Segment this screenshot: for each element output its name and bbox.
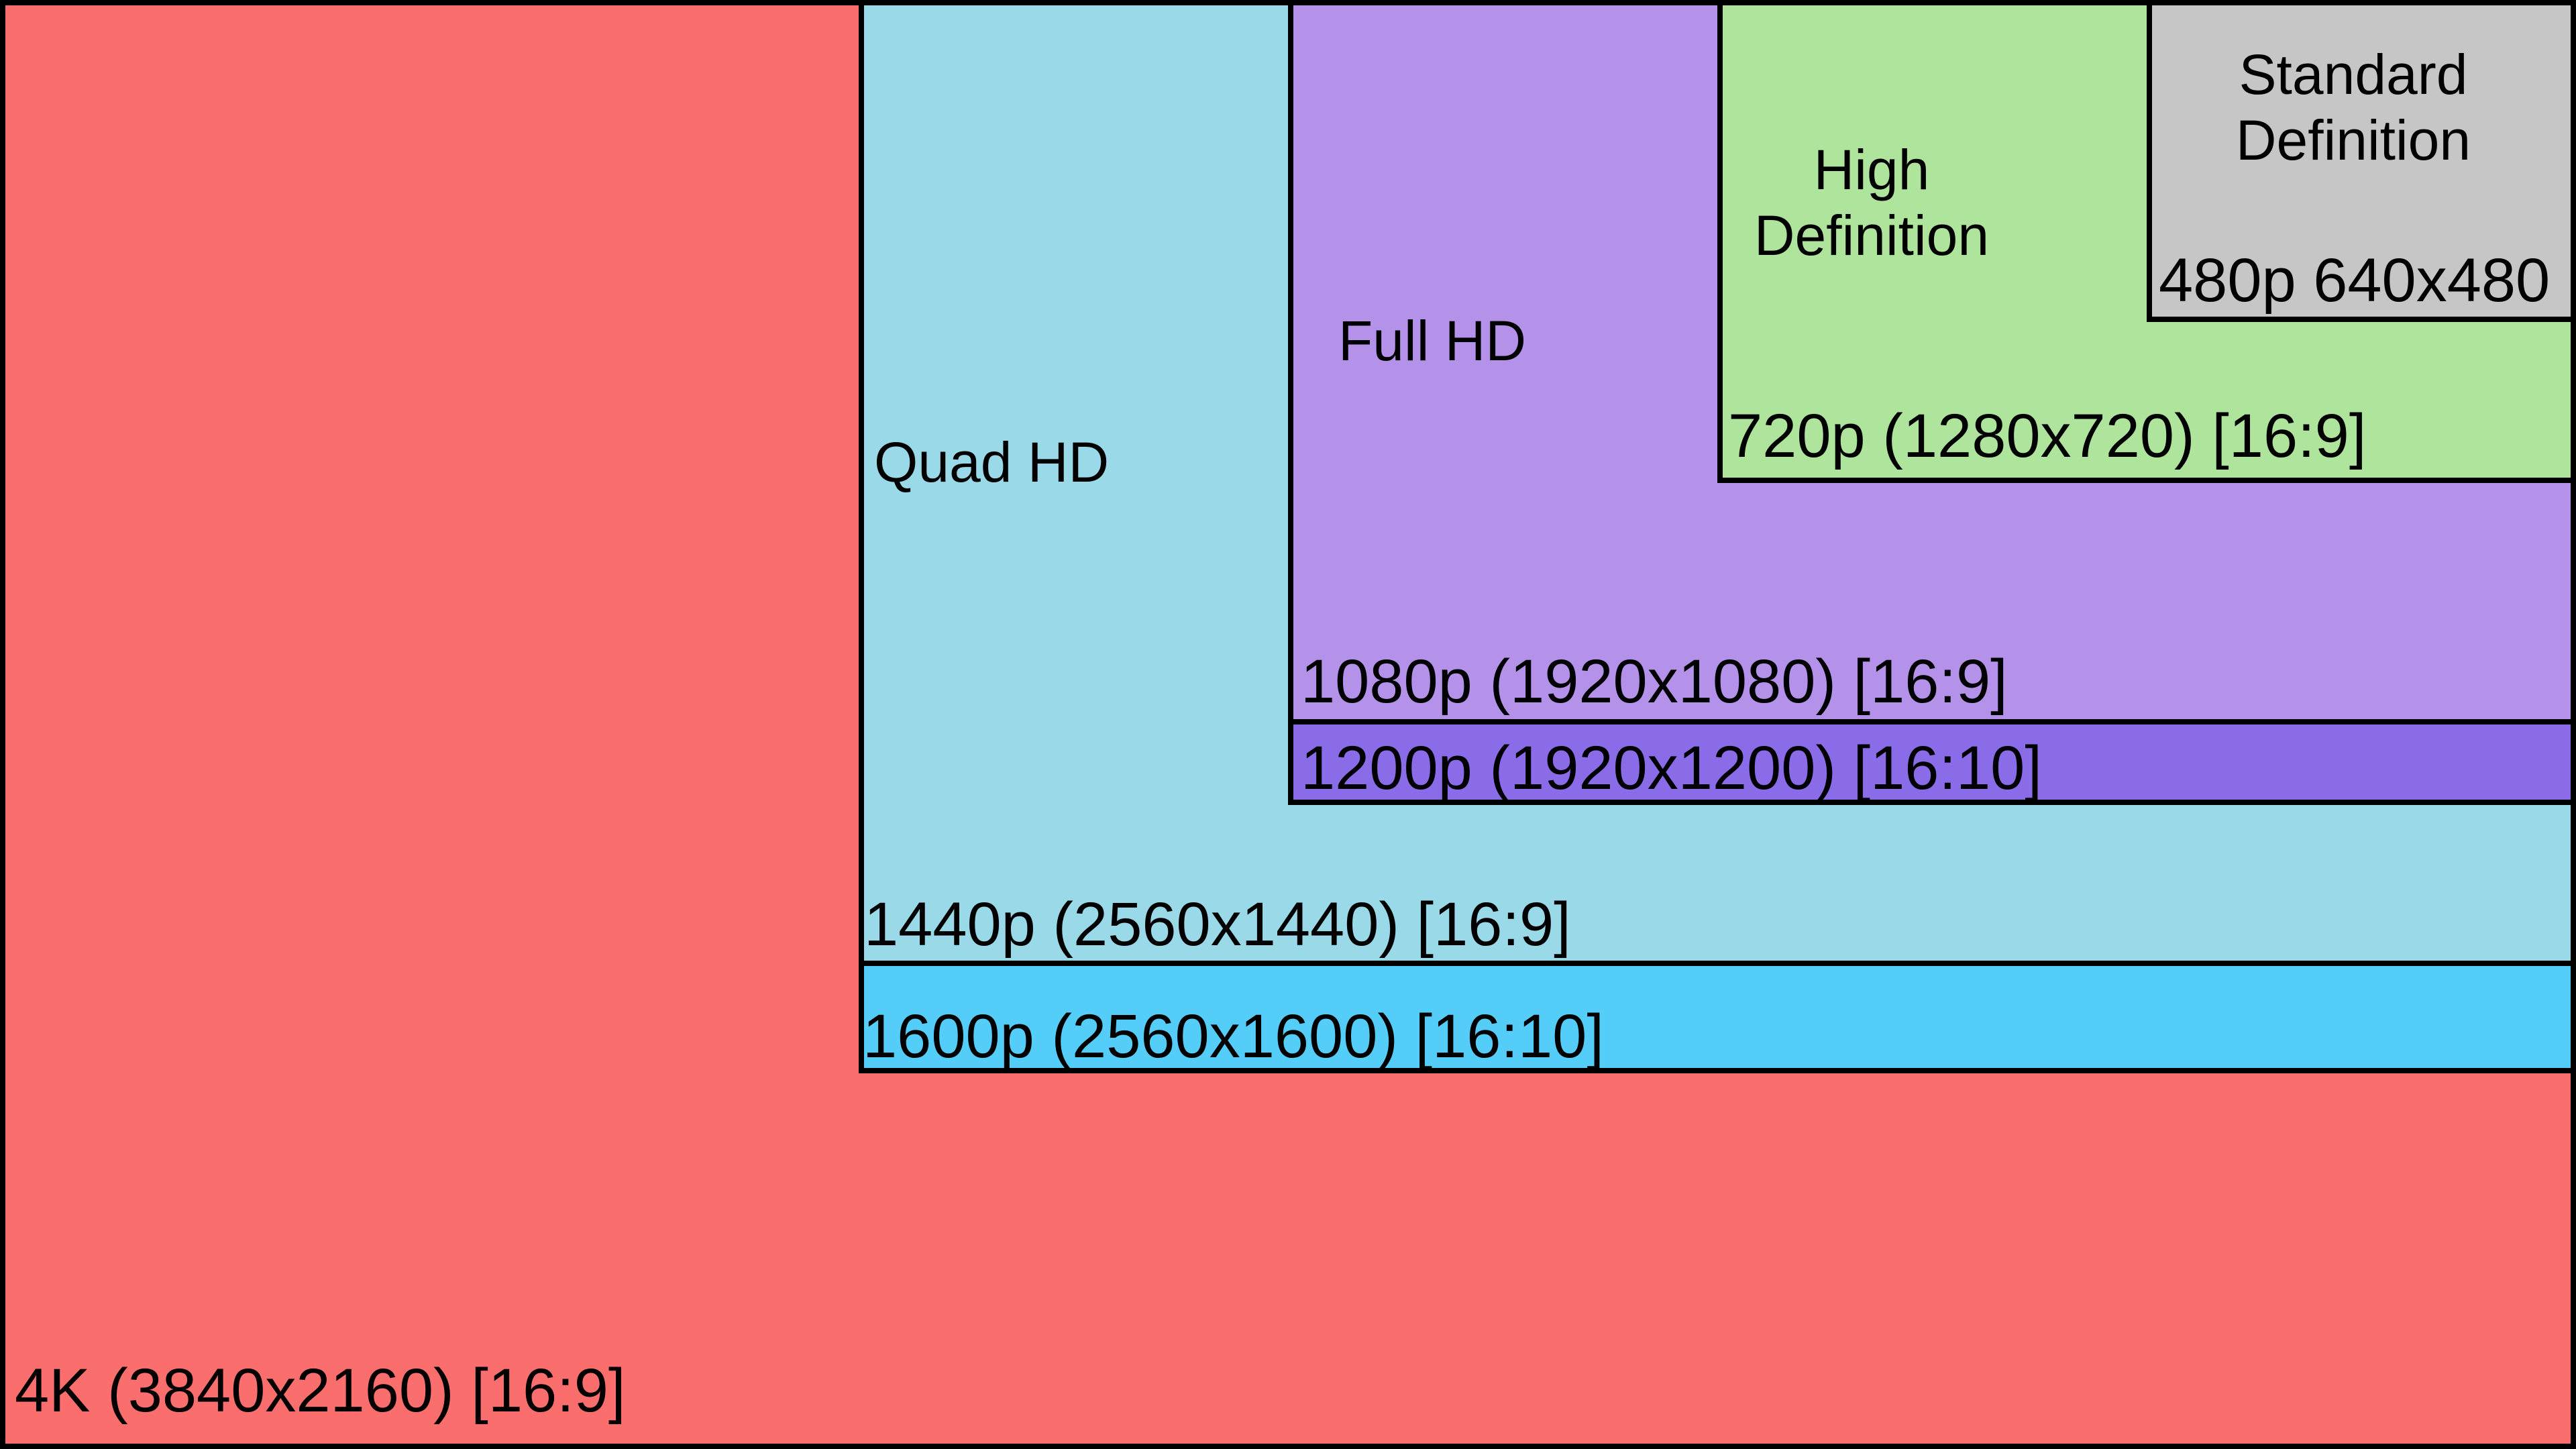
label-1600p-resolution: 1600p (2560x1600) [16:10] bbox=[863, 1002, 1604, 1071]
label-1200p-resolution: 1200p (1920x1200) [16:10] bbox=[1301, 734, 2042, 802]
label-quad-hd: Quad HD bbox=[874, 431, 1110, 494]
label-standard-definition: Standard Definition bbox=[2235, 43, 2471, 172]
label-1440p-resolution: 1440p (2560x1440) [16:9] bbox=[864, 890, 1571, 959]
label-480p-resolution: 480p 640x480 bbox=[2159, 246, 2551, 315]
label-4k-resolution: 4K (3840x2160) [16:9] bbox=[15, 1356, 626, 1425]
label-1080p-resolution: 1080p (1920x1080) [16:9] bbox=[1301, 647, 2008, 716]
label-full-hd: Full HD bbox=[1338, 309, 1527, 372]
label-high-definition: High Definition bbox=[1754, 138, 1990, 267]
box-480p bbox=[2147, 0, 2576, 322]
label-720p-resolution: 720p (1280x720) [16:9] bbox=[1728, 402, 2367, 470]
